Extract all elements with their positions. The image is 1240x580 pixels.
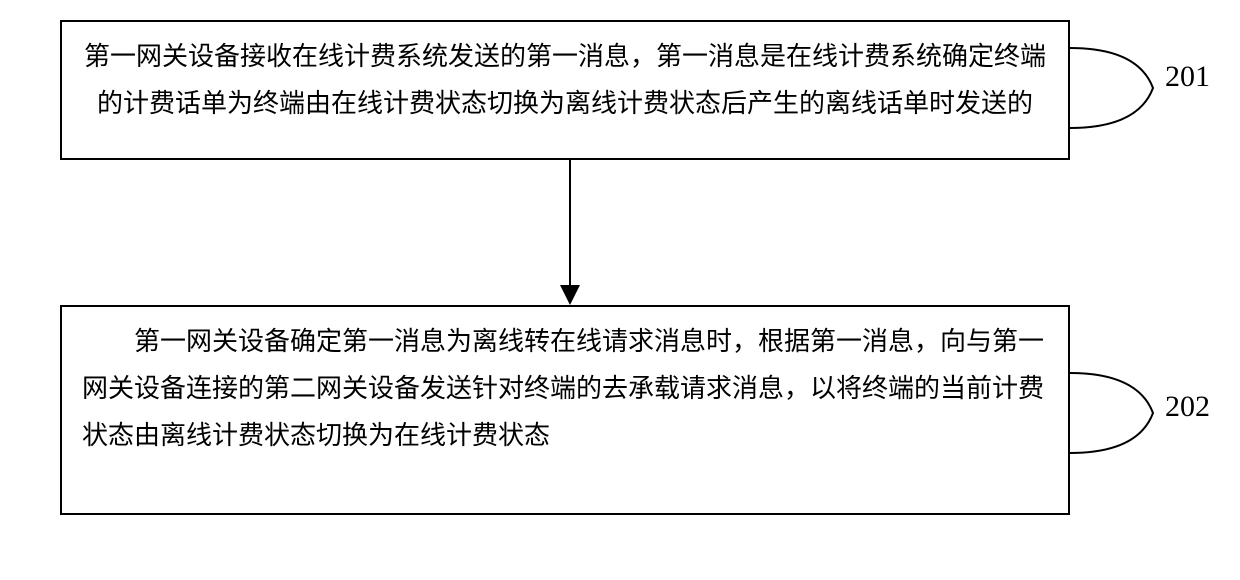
label-connector-1 [1068,40,1163,135]
flow-arrow [560,160,580,305]
node-2-text: 第一网关设备确定第一消息为离线转在线请求消息时，根据第一消息，向与第一网关设备连… [82,319,1048,459]
arrow-head [560,285,580,305]
flowchart-node-1: 第一网关设备接收在线计费系统发送的第一消息，第一消息是在线计费系统确定终端的计费… [60,20,1070,160]
step-label-2: 202 [1165,390,1210,424]
label-connector-2 [1068,365,1163,460]
flowchart-node-2: 第一网关设备确定第一消息为离线转在线请求消息时，根据第一消息，向与第一网关设备连… [60,305,1070,515]
node-1-text: 第一网关设备接收在线计费系统发送的第一消息，第一消息是在线计费系统确定终端的计费… [82,34,1048,128]
flowchart-container: 第一网关设备接收在线计费系统发送的第一消息，第一消息是在线计费系统确定终端的计费… [0,0,1240,580]
arrow-line [569,160,571,288]
step-label-1: 201 [1165,60,1210,94]
